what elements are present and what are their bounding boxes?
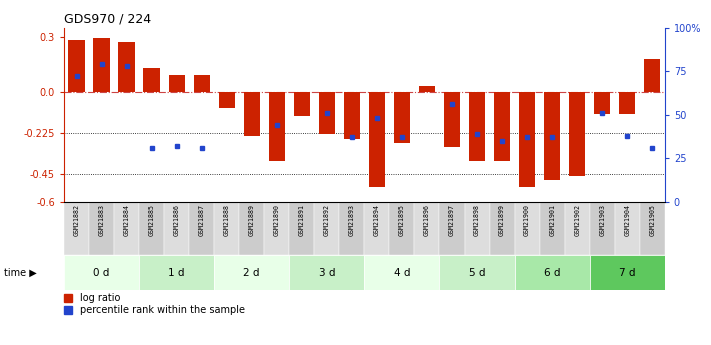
Bar — [469, 92, 485, 161]
Bar — [164, 202, 189, 255]
Bar — [319, 92, 335, 134]
Bar — [239, 202, 264, 255]
Text: GSM21893: GSM21893 — [349, 205, 355, 237]
Bar — [214, 202, 239, 255]
Text: GSM21894: GSM21894 — [374, 205, 380, 237]
Bar — [515, 202, 540, 255]
Bar — [490, 202, 515, 255]
Bar — [218, 92, 235, 108]
Bar — [339, 202, 364, 255]
Bar — [519, 92, 535, 187]
Text: GSM21882: GSM21882 — [73, 205, 80, 237]
Text: GDS970 / 224: GDS970 / 224 — [64, 12, 151, 25]
Bar — [89, 202, 114, 255]
Bar — [144, 68, 160, 92]
Bar — [314, 202, 339, 255]
Bar — [589, 202, 615, 255]
Text: 4 d: 4 d — [394, 268, 410, 277]
Bar — [64, 202, 89, 255]
Text: GSM21884: GSM21884 — [124, 205, 129, 237]
Bar — [193, 75, 210, 92]
Text: GSM21901: GSM21901 — [549, 205, 555, 237]
Bar — [439, 202, 464, 255]
Bar — [444, 92, 460, 147]
Bar — [439, 255, 515, 290]
Text: GSM21898: GSM21898 — [474, 205, 480, 237]
Text: GSM21886: GSM21886 — [173, 205, 180, 237]
Bar — [365, 255, 439, 290]
Bar — [644, 59, 661, 92]
Text: 7 d: 7 d — [619, 268, 636, 277]
Text: 0 d: 0 d — [93, 268, 109, 277]
Text: GSM21905: GSM21905 — [649, 205, 656, 237]
Text: GSM21900: GSM21900 — [524, 205, 530, 237]
Text: GSM21885: GSM21885 — [149, 205, 154, 237]
Bar — [464, 202, 490, 255]
Text: GSM21895: GSM21895 — [399, 205, 405, 237]
Text: 3 d: 3 d — [319, 268, 335, 277]
Bar — [494, 92, 510, 161]
Text: GSM21891: GSM21891 — [299, 205, 305, 237]
Bar — [415, 202, 439, 255]
Bar — [139, 202, 164, 255]
Bar — [68, 40, 85, 92]
Bar — [289, 255, 365, 290]
Bar — [369, 92, 385, 187]
Text: time ▶: time ▶ — [4, 268, 36, 277]
Bar — [540, 202, 565, 255]
Text: GSM21903: GSM21903 — [599, 205, 605, 237]
Bar — [565, 202, 589, 255]
Bar — [589, 255, 665, 290]
Bar — [569, 92, 585, 176]
Bar — [244, 92, 260, 136]
Bar — [394, 92, 410, 143]
Bar — [264, 202, 289, 255]
Bar — [93, 38, 109, 92]
Bar — [419, 86, 435, 92]
Text: GSM21887: GSM21887 — [198, 205, 205, 237]
Legend: log ratio, percentile rank within the sample: log ratio, percentile rank within the sa… — [64, 293, 245, 315]
Text: 2 d: 2 d — [243, 268, 260, 277]
Text: GSM21897: GSM21897 — [449, 205, 455, 237]
Text: GSM21883: GSM21883 — [99, 205, 105, 237]
Bar — [269, 92, 285, 161]
Bar — [114, 202, 139, 255]
Bar — [189, 202, 214, 255]
Text: 5 d: 5 d — [469, 268, 486, 277]
Bar — [294, 92, 310, 116]
Bar — [390, 202, 415, 255]
Text: GSM21888: GSM21888 — [224, 205, 230, 237]
Bar — [343, 92, 360, 139]
Text: GSM21896: GSM21896 — [424, 205, 430, 237]
Bar — [169, 75, 185, 92]
Text: GSM21889: GSM21889 — [249, 205, 255, 237]
Text: GSM21904: GSM21904 — [624, 205, 630, 237]
Text: GSM21902: GSM21902 — [574, 205, 580, 237]
Bar — [289, 202, 314, 255]
Bar — [64, 255, 139, 290]
Text: GSM21890: GSM21890 — [274, 205, 279, 237]
Text: GSM21892: GSM21892 — [324, 205, 330, 237]
Bar — [615, 202, 640, 255]
Bar — [515, 255, 589, 290]
Text: 6 d: 6 d — [544, 268, 560, 277]
Bar — [544, 92, 560, 180]
Bar — [214, 255, 289, 290]
Bar — [619, 92, 636, 114]
Text: GSM21899: GSM21899 — [499, 205, 505, 237]
Bar — [139, 255, 214, 290]
Bar — [640, 202, 665, 255]
Text: 1 d: 1 d — [169, 268, 185, 277]
Bar — [119, 42, 134, 92]
Bar — [594, 92, 610, 114]
Bar — [365, 202, 390, 255]
